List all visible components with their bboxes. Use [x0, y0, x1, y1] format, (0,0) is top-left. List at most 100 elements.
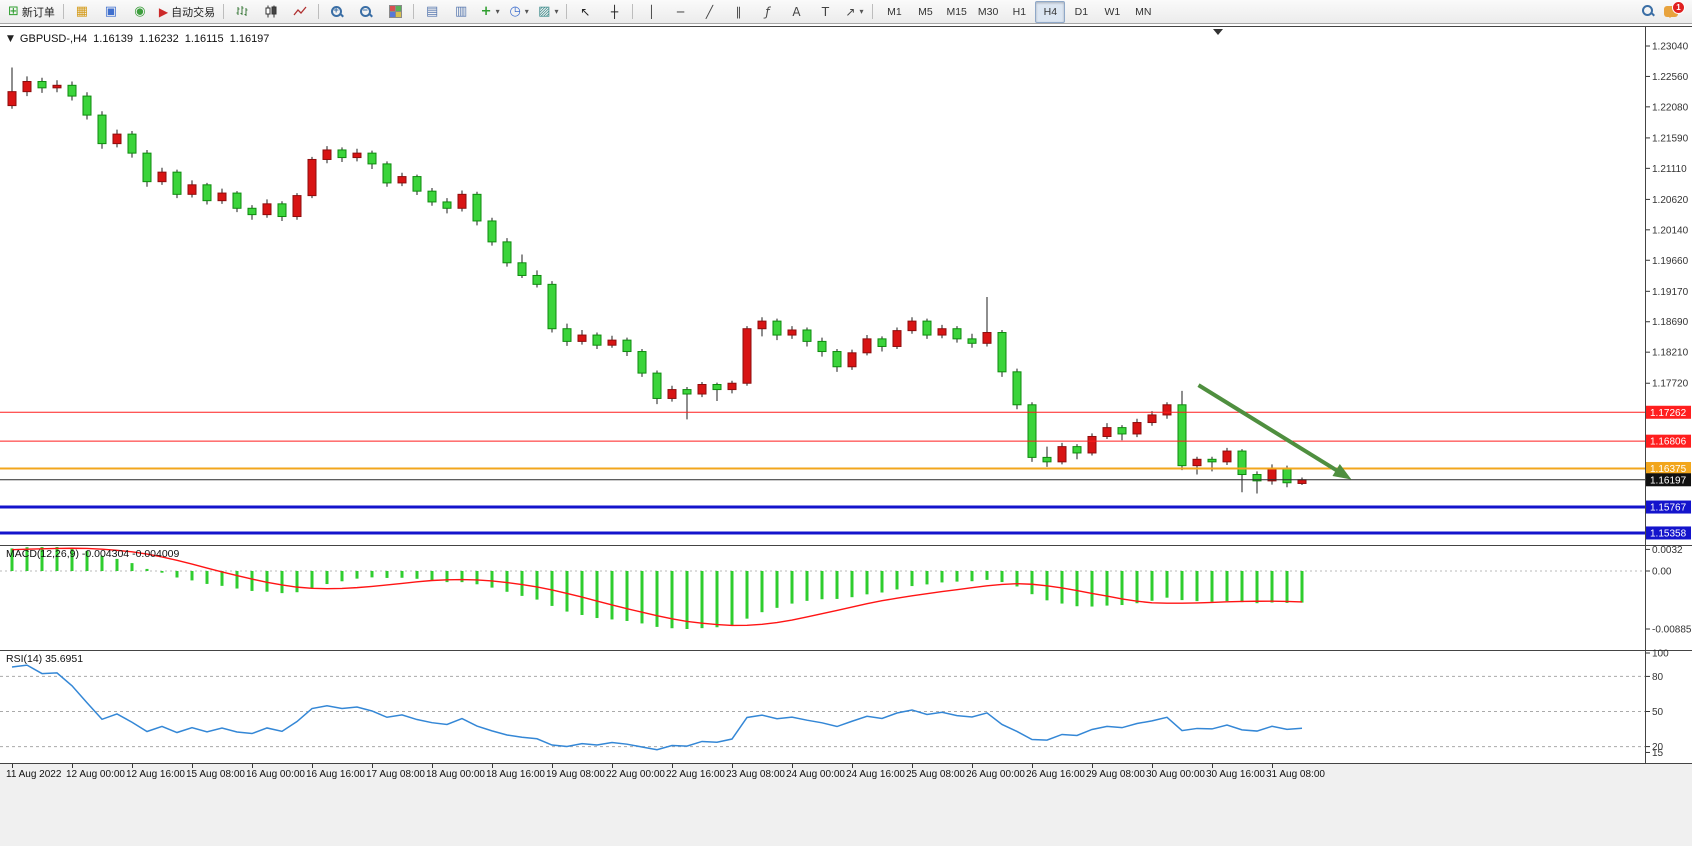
- candle: [67, 84, 77, 97]
- text-icon: A: [792, 4, 801, 19]
- candle: [982, 332, 992, 344]
- text-tool[interactable]: A: [782, 1, 810, 23]
- timeframe-w1[interactable]: W1: [1104, 5, 1121, 18]
- timeframe-mn[interactable]: MN: [1135, 5, 1152, 18]
- candle: [427, 190, 437, 203]
- chevron-down-icon: ▾: [495, 7, 500, 16]
- candle: [727, 382, 737, 391]
- axis-label: -0.0088529: [1652, 625, 1692, 636]
- horizontal-line-tool[interactable]: ─: [666, 1, 694, 23]
- timeframe-d1[interactable]: D1: [1074, 5, 1089, 18]
- candle: [112, 133, 122, 145]
- notifications-icon: [1664, 5, 1678, 18]
- timeframe-m5[interactable]: M5: [918, 5, 933, 18]
- price-tag: [1646, 500, 1691, 514]
- candlestick-chart-icon: [265, 5, 277, 18]
- cursor-button[interactable]: ↖: [571, 1, 599, 23]
- candlestick-chart-button[interactable]: [257, 1, 285, 23]
- timeframe-h4[interactable]: H4: [1035, 0, 1066, 23]
- periods-button[interactable]: ◷ ▾: [505, 1, 533, 23]
- candle: [517, 262, 527, 276]
- time-axis-label: 24 Aug 16:00: [846, 769, 905, 780]
- candle: [547, 283, 557, 330]
- line-chart-button[interactable]: [286, 1, 314, 23]
- timeframe-h1[interactable]: H1: [1012, 5, 1027, 18]
- indicators-button[interactable]: + ▾: [476, 1, 504, 23]
- candle: [1177, 404, 1187, 467]
- axis-label: 100: [1652, 649, 1669, 660]
- chart-list-button[interactable]: ▥: [447, 1, 475, 23]
- notifications-button[interactable]: 1: [1664, 0, 1685, 19]
- time-axis-label: 17 Aug 08:00: [366, 769, 425, 780]
- zoom-in-button[interactable]: +: [323, 1, 351, 23]
- cursor-icon: ↖: [580, 4, 591, 19]
- candle: [742, 328, 752, 384]
- time-axis-label: 15 Aug 08:00: [186, 769, 245, 780]
- axis-label: 50: [1652, 707, 1664, 718]
- tile-windows-button[interactable]: [381, 1, 409, 23]
- candle: [1117, 427, 1127, 435]
- search-button[interactable]: [1641, 4, 1654, 20]
- candle: [892, 330, 902, 347]
- axis-label: 1.19170: [1652, 287, 1689, 298]
- timeframe-m1[interactable]: M1: [887, 5, 902, 18]
- price-tag-label: 1.16806: [1650, 437, 1687, 448]
- templates-button[interactable]: ▨ ▾: [534, 1, 562, 23]
- new-chart-button[interactable]: ▤: [418, 1, 446, 23]
- new-chart-icon: ▤: [425, 4, 439, 19]
- vertical-line-tool[interactable]: │: [637, 1, 665, 23]
- horizontal-line-icon: ─: [676, 4, 685, 19]
- navigator-button[interactable]: ◉: [126, 1, 154, 23]
- label-tool[interactable]: T: [811, 1, 839, 23]
- arrows-tool[interactable]: ↗ ▾: [840, 1, 868, 23]
- notification-badge: 1: [1672, 0, 1685, 14]
- new-order-button[interactable]: ⊞ 新订单: [4, 1, 59, 23]
- data-window-button[interactable]: ▣: [97, 1, 125, 23]
- chart-canvas[interactable]: 1.23040 1.22560 1.22080 1.21590 1.21110 1.206…: [0, 24, 1692, 764]
- chevron-down-icon: ▾: [859, 7, 864, 16]
- candle: [1147, 414, 1157, 424]
- candle: [682, 389, 692, 395]
- chart-shift-marker: [1213, 29, 1223, 35]
- axis-label: 20: [1652, 742, 1664, 753]
- candle: [637, 351, 647, 374]
- toolbar-separator: [566, 4, 568, 19]
- bar-chart-button[interactable]: [228, 1, 256, 23]
- zoom-out-icon: [359, 5, 372, 18]
- candle: [202, 184, 212, 202]
- vertical-line-icon: │: [647, 4, 656, 19]
- autotrading-button[interactable]: ▶ 自动交易: [155, 1, 219, 23]
- candle: [1087, 435, 1097, 454]
- time-axis-label: 25 Aug 08:00: [906, 769, 965, 780]
- indicators-icon: +: [480, 4, 492, 19]
- candle: [37, 80, 47, 89]
- trendline-tool[interactable]: ╱: [695, 1, 723, 23]
- one-click-trading-toggle[interactable]: ▼: [7, 34, 14, 44]
- candle: [697, 384, 707, 395]
- crosshair-button[interactable]: ┼: [600, 1, 628, 23]
- candle: [712, 384, 722, 391]
- navigator-icon: ◉: [134, 4, 146, 19]
- candle: [457, 193, 467, 209]
- candle: [502, 241, 512, 264]
- market-watch-button[interactable]: ▦: [68, 1, 96, 23]
- axis-label: 80: [1652, 672, 1664, 683]
- zoom-out-button[interactable]: −: [352, 1, 380, 23]
- chevron-down-icon: ▾: [524, 7, 529, 16]
- label-icon: T: [821, 4, 830, 19]
- zoom-in-icon: [330, 5, 343, 18]
- candle: [1132, 422, 1142, 435]
- timeframe-m15[interactable]: M15: [946, 5, 967, 18]
- timeframe-m30[interactable]: M30: [977, 5, 999, 18]
- fibonacci-icon: ƒ: [765, 4, 770, 19]
- bar-chart-icon: [236, 6, 248, 16]
- axis-label: 15: [1652, 748, 1664, 759]
- time-axis-label: 22 Aug 16:00: [666, 769, 725, 780]
- fibonacci-tool[interactable]: ƒ: [753, 1, 781, 23]
- candle: [802, 329, 812, 342]
- candle: [127, 133, 137, 154]
- candle: [82, 95, 92, 116]
- time-axis[interactable]: 11 Aug 2022 12 Aug 00:00 12 Aug 16:00 15 Au…: [0, 764, 1692, 784]
- channel-tool[interactable]: ∥: [724, 1, 752, 23]
